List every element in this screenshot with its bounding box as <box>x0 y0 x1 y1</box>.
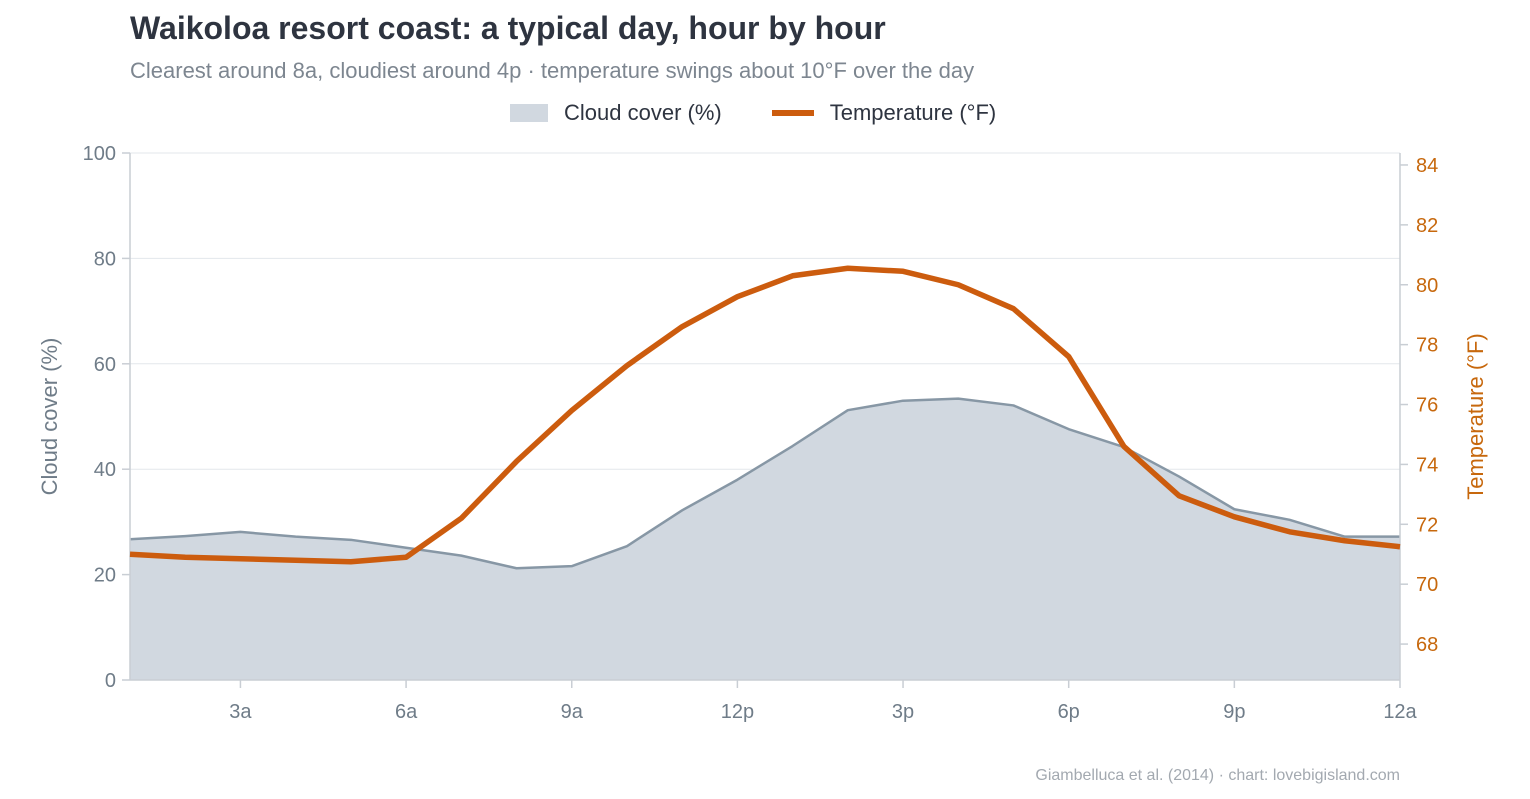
legend-label-temperature: Temperature (°F) <box>829 100 997 125</box>
chart-legend: Cloud cover (%) Temperature (°F) <box>510 98 996 128</box>
chart-title: Waikoloa resort coast: a typical day, ho… <box>130 10 886 46</box>
y-right-tick-label: 70 <box>1416 574 1438 596</box>
legend-item-cloud-cover: Cloud cover (%) <box>510 100 722 126</box>
cloud-cover-area <box>130 398 1400 680</box>
legend-swatch-cloud-cover <box>510 104 548 122</box>
source-credit: Giambelluca et al. (2014) · chart: loveb… <box>1035 767 1400 784</box>
y-left-tick-label: 80 <box>94 248 116 270</box>
x-tick-label: 6a <box>395 701 418 723</box>
legend-label-cloud-cover: Cloud cover (%) <box>564 100 722 125</box>
chart-subtitle: Clearest around 8a, cloudiest around 4p … <box>130 58 975 83</box>
cloud-cover-outline <box>129 397 1400 570</box>
y-right-tick-label: 80 <box>1416 275 1438 297</box>
y-left-axis-title: Cloud cover (%) <box>37 338 62 496</box>
x-tick-label: 3a <box>229 701 252 723</box>
x-tick-label: 12a <box>1383 701 1417 723</box>
y-left-tick-label: 100 <box>83 143 116 165</box>
x-tick-label: 9p <box>1223 701 1245 723</box>
legend-swatch-temperature <box>771 110 814 116</box>
legend-item-temperature: Temperature (°F) <box>722 100 997 126</box>
y-left-tick-label: 40 <box>94 459 116 481</box>
y-right-tick-label: 78 <box>1416 335 1438 357</box>
y-right-tick-label: 76 <box>1416 395 1438 417</box>
y-left-tick-label: 60 <box>94 354 116 376</box>
x-tick-label: 6p <box>1058 701 1080 723</box>
x-tick-label: 9a <box>561 701 584 723</box>
x-tick-label: 12p <box>721 701 754 723</box>
y-right-tick-label: 74 <box>1416 454 1438 476</box>
y-right-tick-label: 82 <box>1416 215 1438 237</box>
y-right-tick-label: 68 <box>1416 634 1438 656</box>
y-left-tick-label: 0 <box>105 670 116 692</box>
y-left-tick-label: 20 <box>94 565 116 587</box>
temperature-line <box>129 265 1401 565</box>
y-right-tick-label: 72 <box>1416 514 1438 536</box>
y-right-axis-title: Temperature (°F) <box>1463 333 1488 500</box>
y-right-tick-label: 84 <box>1416 155 1438 177</box>
x-tick-label: 3p <box>892 701 914 723</box>
